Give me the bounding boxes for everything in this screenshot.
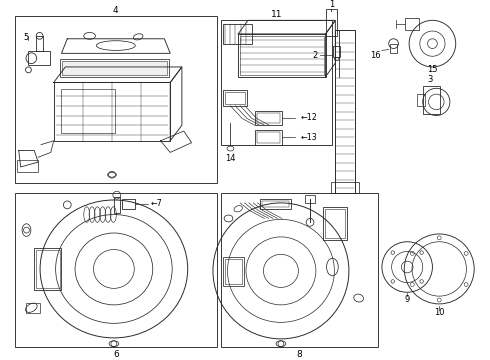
Text: 3: 3 (427, 75, 432, 84)
Bar (390, 44, 397, 53)
Text: 9: 9 (405, 294, 410, 303)
Bar (333, 46, 340, 57)
Bar (26, 303, 40, 312)
Bar (335, 30, 355, 193)
Bar (224, 259, 242, 284)
Bar (17, 160, 38, 172)
Text: 11: 11 (271, 10, 282, 19)
Text: 1: 1 (329, 0, 334, 9)
Bar (62, 61, 167, 75)
Bar (325, 9, 337, 36)
Bar (54, 82, 170, 141)
Text: 8: 8 (296, 350, 302, 359)
Text: 16: 16 (370, 51, 381, 60)
Bar (262, 201, 289, 207)
Bar (238, 34, 325, 77)
Bar (114, 197, 120, 213)
Text: 14: 14 (225, 154, 236, 163)
Bar (220, 193, 378, 347)
Text: 10: 10 (434, 308, 444, 317)
Bar (323, 207, 347, 240)
Bar (61, 89, 115, 133)
Text: ←12: ←12 (300, 113, 317, 122)
Bar (331, 181, 359, 193)
Bar (260, 199, 291, 209)
Bar (122, 199, 135, 209)
Bar (405, 18, 419, 30)
Bar (240, 36, 324, 75)
Bar (36, 36, 43, 51)
Bar (28, 51, 50, 65)
Bar (417, 94, 425, 106)
Text: 5: 5 (24, 33, 29, 42)
Text: 2: 2 (313, 51, 318, 60)
Bar (255, 111, 282, 125)
Bar (305, 195, 315, 203)
Bar (257, 132, 280, 143)
Bar (220, 20, 332, 145)
Bar (34, 248, 61, 290)
Text: 4: 4 (113, 6, 119, 15)
Bar (15, 17, 217, 184)
Text: ←13: ←13 (300, 133, 317, 142)
Bar (222, 24, 252, 44)
Bar (36, 249, 59, 288)
Text: ←7: ←7 (151, 199, 163, 208)
Bar (325, 209, 345, 238)
Text: 15: 15 (427, 66, 438, 75)
Bar (222, 257, 244, 287)
Text: 6: 6 (113, 350, 119, 359)
Bar (257, 113, 280, 123)
Bar (255, 130, 282, 145)
Bar (15, 193, 217, 347)
Bar (60, 59, 169, 77)
Bar (222, 90, 247, 106)
Bar (423, 86, 440, 113)
Bar (224, 92, 245, 104)
